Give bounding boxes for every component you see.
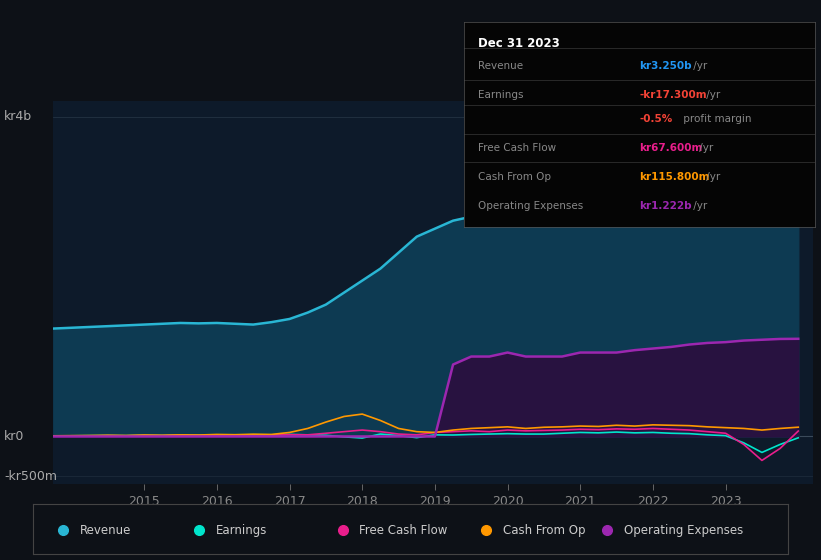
Text: Earnings: Earnings bbox=[216, 524, 267, 536]
Text: Earnings: Earnings bbox=[478, 90, 524, 100]
Text: kr3.250b: kr3.250b bbox=[640, 62, 692, 71]
Text: Dec 31 2023: Dec 31 2023 bbox=[478, 37, 560, 50]
Text: kr67.600m: kr67.600m bbox=[640, 143, 703, 153]
Text: Cash From Op: Cash From Op bbox=[478, 172, 551, 182]
Text: Revenue: Revenue bbox=[478, 62, 523, 71]
Text: /yr: /yr bbox=[690, 202, 708, 211]
Text: Free Cash Flow: Free Cash Flow bbox=[359, 524, 447, 536]
Text: /yr: /yr bbox=[690, 62, 708, 71]
Text: -kr17.300m: -kr17.300m bbox=[640, 90, 707, 100]
Text: /yr: /yr bbox=[703, 90, 720, 100]
Text: Operating Expenses: Operating Expenses bbox=[478, 202, 583, 211]
Text: Revenue: Revenue bbox=[80, 524, 131, 536]
Text: kr1.222b: kr1.222b bbox=[640, 202, 692, 211]
Text: Cash From Op: Cash From Op bbox=[502, 524, 585, 536]
Text: kr115.800m: kr115.800m bbox=[640, 172, 710, 182]
Text: Operating Expenses: Operating Expenses bbox=[623, 524, 743, 536]
Text: /yr: /yr bbox=[696, 143, 713, 153]
Text: kr4b: kr4b bbox=[4, 110, 32, 123]
Text: /yr: /yr bbox=[703, 172, 720, 182]
Text: profit margin: profit margin bbox=[680, 114, 751, 124]
Text: -0.5%: -0.5% bbox=[640, 114, 672, 124]
Text: -kr500m: -kr500m bbox=[4, 470, 57, 483]
Text: Free Cash Flow: Free Cash Flow bbox=[478, 143, 556, 153]
Text: kr0: kr0 bbox=[4, 430, 25, 443]
